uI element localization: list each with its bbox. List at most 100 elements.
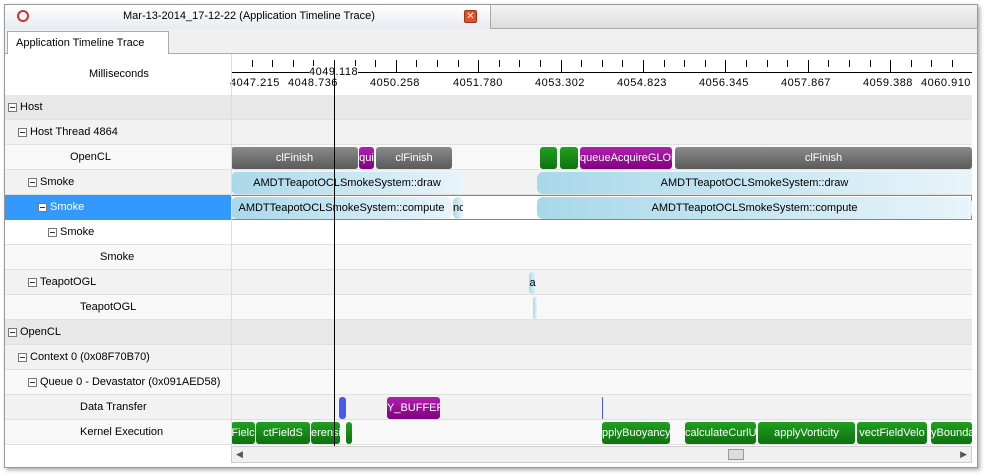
block[interactable]: AMDTTeapotOCLSmokeSystem::draw (537, 172, 972, 194)
expander (18, 128, 27, 137)
block[interactable]: erensity (311, 422, 340, 444)
window-title: Mar-13-2014_17-12-22 (Application Timeli… (123, 10, 375, 22)
tick (849, 60, 850, 67)
block[interactable]: qui (359, 147, 374, 169)
tick (251, 60, 253, 67)
expander (48, 228, 57, 237)
title-bar: Mar-13-2014_17-12-22 (Application Timeli… (5, 5, 977, 29)
tick-label: 4048.736 (288, 77, 338, 89)
ruler-line (231, 72, 972, 73)
expander (8, 103, 17, 112)
tick (540, 60, 541, 67)
tick (560, 60, 562, 73)
timeline-row[interactable]: Host Thread 4864 (5, 120, 972, 145)
row-header (5, 220, 231, 245)
block[interactable] (540, 147, 557, 169)
tick (601, 60, 603, 67)
tick (725, 60, 727, 73)
tick-label: 4057.867 (781, 77, 831, 89)
tick (931, 60, 933, 67)
row-label: Smoke (60, 226, 95, 238)
row-label: Data Transfer (80, 401, 147, 413)
block[interactable]: clFinish (376, 147, 452, 169)
row-label: Smoke (40, 176, 75, 188)
timeline-row[interactable]: Queue 0 - Devastator (0x091AED58) (5, 370, 972, 395)
tick (766, 60, 768, 67)
block[interactable]: AMDTTeapotOCLSmokeSystem::compute (537, 197, 972, 219)
row-label: Host (20, 101, 43, 113)
expander (8, 328, 17, 337)
timeline-row[interactable]: Smoke AMDTTeapotOCLSmokeSystem::draw AMDTT… (5, 170, 972, 195)
block[interactable]: Y_BUFFER_ (387, 397, 440, 419)
close-button[interactable]: ✕ (464, 10, 477, 23)
block[interactable]: applyVorticity (758, 422, 855, 444)
block[interactable] (533, 297, 537, 319)
tick (622, 60, 624, 67)
block[interactable]: calculateCurlU (685, 422, 756, 444)
tick-label: 4047.215 (230, 77, 280, 89)
block[interactable]: Fielc (231, 422, 255, 444)
block[interactable] (339, 397, 346, 419)
row-header (5, 270, 231, 295)
timeline-row[interactable]: TeapotOGL (5, 295, 972, 320)
tick-label: 4051.780 (453, 77, 503, 89)
row-label: Smoke (100, 251, 135, 263)
timeline-row[interactable]: Data Transfer Y_BUFFER_ (5, 395, 972, 420)
block[interactable] (560, 147, 578, 169)
expander (18, 353, 27, 362)
block[interactable] (602, 397, 603, 419)
block[interactable]: clFinish (675, 147, 972, 169)
view-tab[interactable]: Application Timeline Trace (7, 31, 169, 54)
tick (395, 60, 397, 73)
tick (416, 60, 418, 67)
tick (684, 60, 686, 67)
timeline-row[interactable]: Smoke (5, 245, 972, 270)
tick (478, 60, 480, 73)
scrollbar[interactable]: ◀ ▶ (231, 446, 972, 463)
block[interactable]: queueAcquireGLObj (580, 147, 672, 169)
timeline-row[interactable]: Kernel Execution FielcctFieldSerensity ppl… (5, 420, 972, 445)
scroll-right[interactable]: ▶ (960, 449, 967, 459)
expander (28, 178, 37, 187)
timeline-row[interactable]: Smoke (5, 220, 972, 245)
tick (375, 60, 377, 67)
tick (704, 60, 706, 67)
timeline-row[interactable]: Host (5, 95, 972, 120)
tick (890, 60, 892, 73)
block[interactable]: a (529, 272, 536, 294)
timeline-row[interactable]: OpenCL (5, 320, 972, 345)
tick (869, 60, 871, 67)
row-header (5, 145, 231, 170)
tick (746, 60, 747, 67)
tick (292, 60, 294, 67)
row-label: OpenCL (70, 151, 111, 163)
block[interactable]: yBounda (931, 422, 972, 444)
block[interactable]: pplyBuoyancy (602, 422, 670, 444)
timeline-row[interactable]: TeapotOGL a (5, 270, 972, 295)
tick (457, 60, 459, 67)
tick (952, 60, 953, 67)
timeline-row[interactable]: Smoke AMDTTeapotOCLSmokeSystem::compute nc… (5, 195, 972, 220)
block[interactable]: AMDTTeapotOCLSmokeSystem::draw (231, 172, 463, 194)
block[interactable] (346, 422, 352, 444)
block[interactable]: AMDTTeapotOCLSmokeSystem::compute (231, 197, 452, 219)
scroll-thumb[interactable] (728, 449, 744, 460)
tick (498, 60, 500, 67)
row-label: Smoke (50, 201, 85, 213)
expander (28, 378, 37, 387)
block[interactable]: clFinish (231, 147, 358, 169)
scroll-left[interactable]: ◀ (236, 449, 243, 459)
tick (663, 60, 665, 67)
timeline-row[interactable]: OpenCL clFinish qui clFinish queueAcquireGLO… (5, 145, 972, 170)
block[interactable]: vectFieldVelo (857, 422, 927, 444)
tick (519, 60, 521, 67)
document-tab[interactable]: Mar-13-2014_17-12-22 (Application Timeli… (5, 5, 491, 29)
tick-label: 4060.910 (921, 77, 971, 89)
row-label: OpenCL (20, 326, 61, 338)
block[interactable]: ctFieldS (256, 422, 310, 444)
timeline-row[interactable]: Context 0 (0x08F70B70) (5, 345, 972, 370)
timeline: Milliseconds 4047.215 4048.736 4050.258 4051… (5, 54, 972, 446)
divider (231, 54, 232, 446)
expander (28, 278, 37, 287)
block[interactable]: nc (453, 197, 463, 219)
